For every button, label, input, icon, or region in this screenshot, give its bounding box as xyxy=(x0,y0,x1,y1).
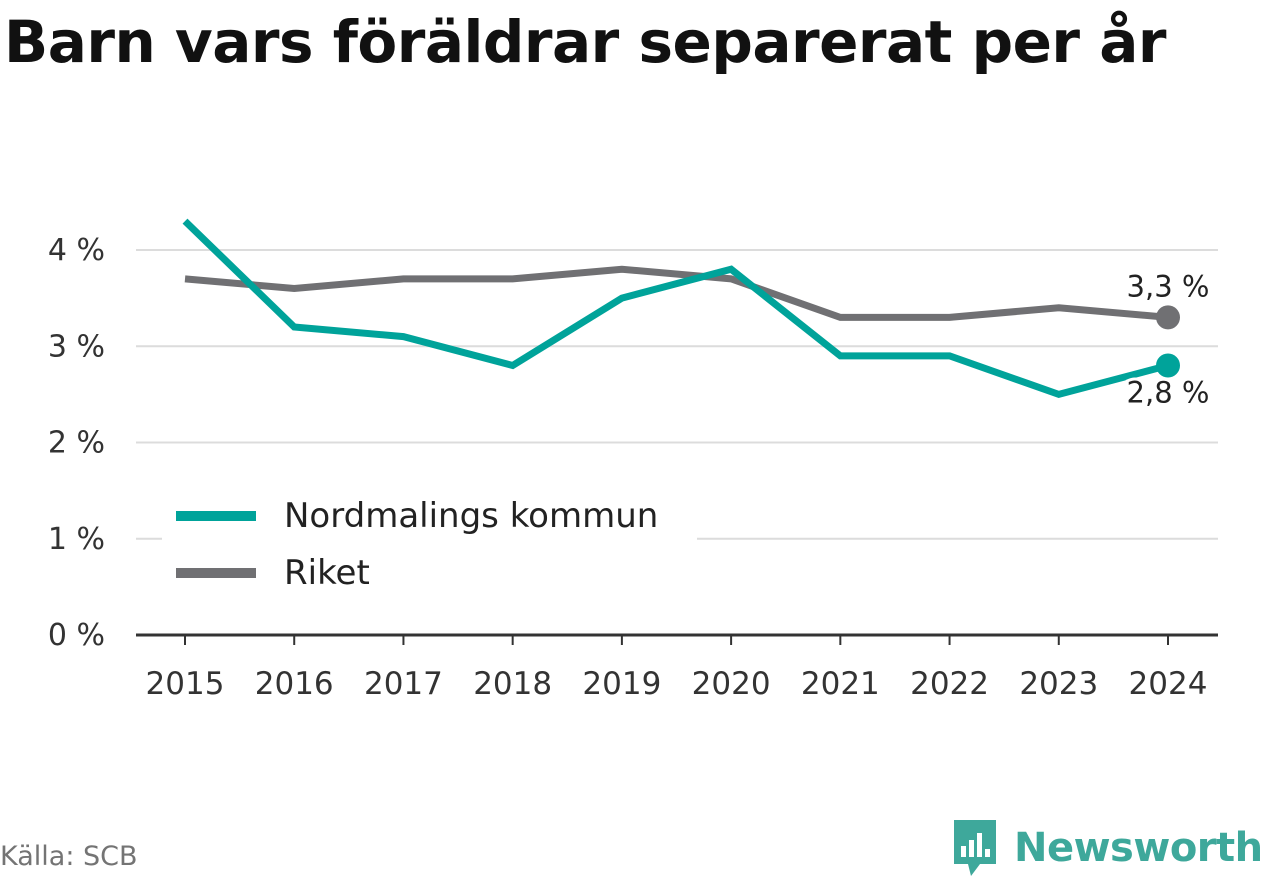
x-tick-label: 2021 xyxy=(801,666,880,702)
x-tick-label: 2024 xyxy=(1129,666,1208,702)
series-line-riket xyxy=(184,265,1169,321)
series-end-marker xyxy=(1156,353,1180,378)
legend-label: Riket xyxy=(284,553,370,593)
y-tick-label: 2 % xyxy=(48,426,105,461)
series-line-nordmalings-kommun xyxy=(182,218,1169,399)
x-tick-label: 2016 xyxy=(255,666,334,702)
series-end-label: 2,8 % xyxy=(1127,376,1210,410)
newsworthy-logo-icon xyxy=(954,820,996,876)
x-tick-label: 2020 xyxy=(692,666,771,702)
y-axis: 0 % 1 % 2 % 3 % 4 % xyxy=(48,233,105,653)
series-end-marker xyxy=(1156,305,1180,330)
legend-label: Nordmalings kommun xyxy=(284,496,658,536)
source-note: Källa: SCB xyxy=(0,841,138,872)
x-tick-label: 2015 xyxy=(146,666,225,702)
y-tick-label: 3 % xyxy=(48,329,105,364)
brand-name: Newsworthy xyxy=(1014,825,1262,871)
chart-title: Barn vars föräldrar separerat per år xyxy=(4,8,1166,76)
y-tick-label: 0 % xyxy=(48,618,105,653)
legend: Nordmalings kommun Riket xyxy=(162,486,697,598)
legend-background xyxy=(162,486,697,598)
x-tick-label: 2023 xyxy=(1019,666,1098,702)
x-tick-label: 2018 xyxy=(473,666,552,702)
series-lines xyxy=(182,218,1169,399)
y-tick-label: 4 % xyxy=(48,233,105,268)
series-endpoints: 2,8 % 3,3 % xyxy=(1124,266,1213,412)
y-tick-label: 1 % xyxy=(48,522,105,557)
series-end-label: 3,3 % xyxy=(1127,269,1210,303)
brand-logo: Newsworthy xyxy=(950,818,1262,878)
x-tick-label: 2017 xyxy=(364,666,443,702)
x-tick-label: 2022 xyxy=(910,666,989,702)
x-tick-label: 2019 xyxy=(582,666,661,702)
x-axis: 2015 2016 2017 2018 2019 2020 2021 2022 2023 2024 xyxy=(136,633,1218,702)
